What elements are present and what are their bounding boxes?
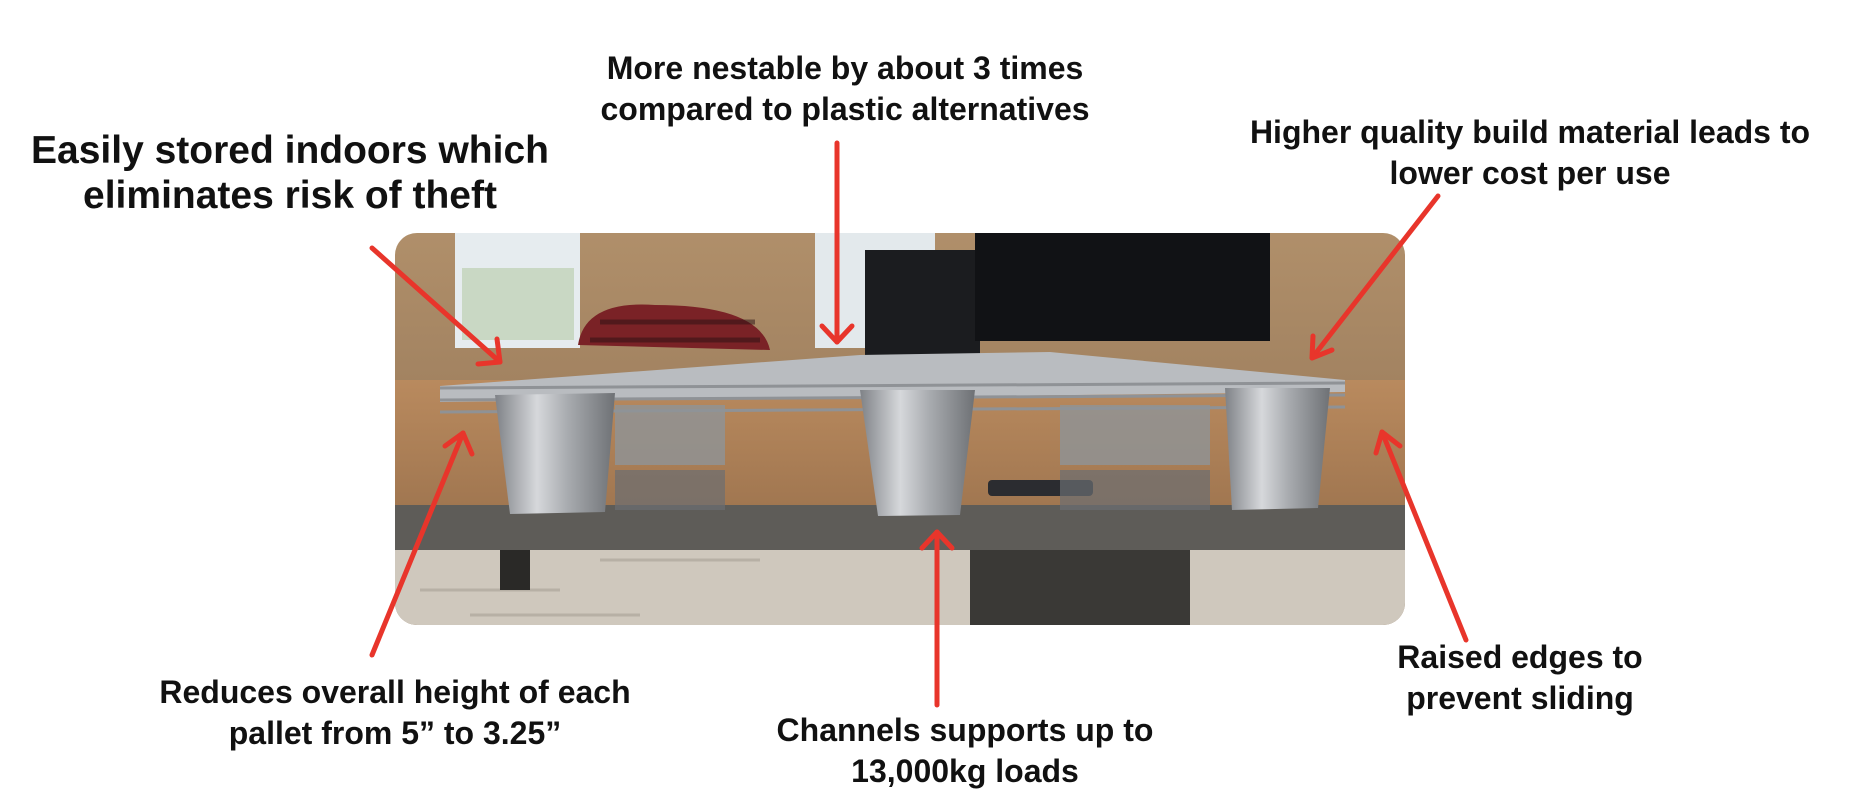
callout-edges-line-2: prevent sliding — [1406, 679, 1634, 716]
callout-nestable-line-1: More nestable by about 3 times — [606, 50, 1084, 86]
pallet-channel-right — [1225, 388, 1330, 510]
callout-height-line-2: pallet from 5” to 3.25” — [228, 714, 562, 751]
callout-height-line-1: Reduces overall height of each — [159, 674, 631, 710]
callout-channels: Channels supports up to 13,000kg loads — [730, 710, 1200, 791]
pallet-channel-left — [495, 393, 615, 514]
callout-edges-line-1: Raised edges to — [1397, 639, 1643, 675]
callout-edges: Raised edges to prevent sliding — [1360, 637, 1680, 718]
callout-height: Reduces overall height of each pallet fr… — [130, 672, 660, 753]
callout-indoors: Easily stored indoors which eliminates r… — [10, 128, 570, 218]
callout-channels-line-2: 13,000kg loads — [851, 752, 1079, 789]
callout-nestable-line-2: compared to plastic alternatives — [600, 90, 1090, 127]
callout-quality-line-1: Higher quality build material leads to — [1249, 114, 1811, 150]
callout-channels-line-1: Channels supports up to — [776, 712, 1154, 748]
callout-nestable: More nestable by about 3 times compared … — [565, 48, 1125, 129]
callout-quality-line-2: lower cost per use — [1389, 154, 1671, 191]
monitor-small — [865, 250, 980, 355]
callout-indoors-line-1: Easily stored indoors which — [31, 129, 549, 172]
callout-indoors-line-2: eliminates risk of theft — [83, 174, 497, 218]
pallet-channel-center — [860, 390, 975, 516]
monitor-large — [975, 233, 1270, 341]
callout-quality: Higher quality build material leads to l… — [1220, 112, 1840, 193]
pallet-deck — [440, 352, 1345, 402]
